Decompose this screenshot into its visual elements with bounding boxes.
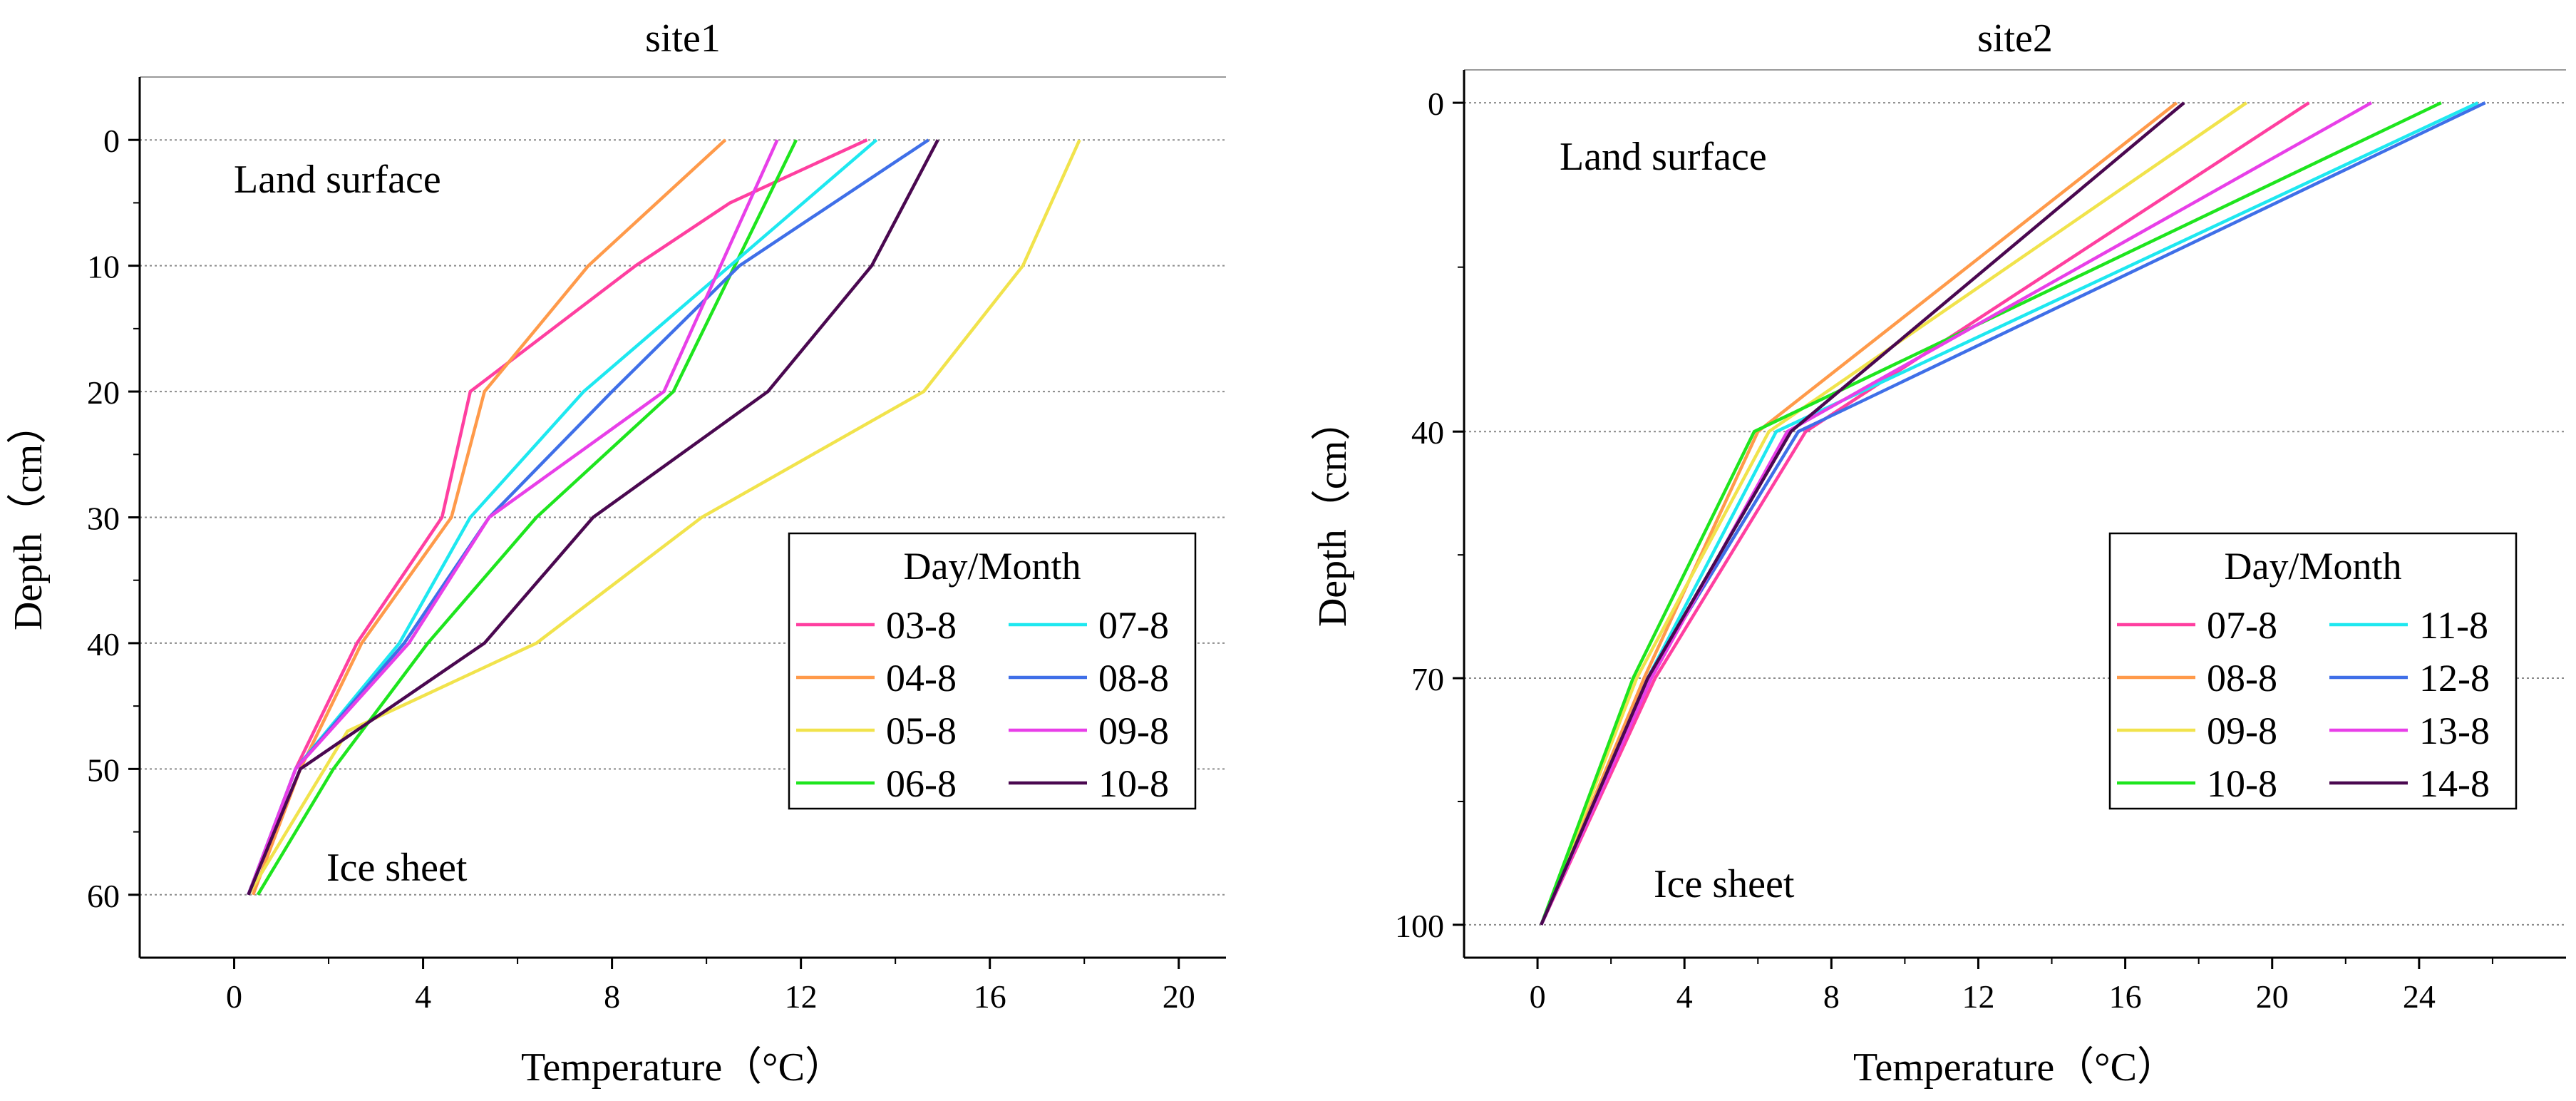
series-line-08-8 (1540, 101, 2178, 926)
series-line-09-8 (1540, 101, 2247, 926)
land-surface-annotation: Land surface (1560, 135, 1767, 179)
ice-sheet-annotation: Ice sheet (326, 846, 468, 890)
y-tick-label: 100 (1395, 908, 1444, 944)
y-tick-label: 10 (87, 249, 120, 285)
x-tick-label: 16 (974, 978, 1006, 1015)
legend-label: 07-8 (1098, 604, 1169, 647)
x-tick-label: 8 (1823, 978, 1840, 1015)
legend-label: 06-8 (886, 762, 957, 805)
series-line-07-8 (1540, 101, 2310, 926)
chart-title: site2 (1977, 16, 2053, 61)
y-axis-label: Depth（cm） (6, 404, 51, 630)
series-line-07-8 (247, 138, 878, 896)
x-tick-label: 20 (2256, 978, 2289, 1015)
legend-label: 11-8 (2419, 604, 2488, 647)
legend-label: 12-8 (2419, 657, 2490, 700)
legend-label: 13-8 (2419, 710, 2490, 752)
legend-label: 14-8 (2419, 762, 2490, 805)
series-line-05-8 (247, 139, 1081, 896)
legend-label: 09-8 (2207, 710, 2277, 752)
y-tick-label: 0 (1428, 86, 1444, 122)
series-line-10-8 (1540, 101, 2442, 926)
legend-title: Day/Month (904, 545, 1081, 588)
series-line-03-8 (247, 138, 868, 896)
legend-label: 10-8 (1098, 762, 1169, 805)
x-axis-label: Temperature（°C） (521, 1045, 845, 1090)
y-tick-label: 30 (87, 501, 120, 537)
x-tick-label: 12 (1962, 978, 1994, 1015)
series-line-06-8 (256, 139, 798, 896)
y-tick-label: 0 (103, 123, 120, 159)
legend-title: Day/Month (2225, 545, 2402, 588)
series-line-14-8 (1540, 101, 2185, 926)
x-tick-label: 0 (226, 978, 242, 1015)
x-tick-label: 16 (2109, 978, 2142, 1015)
legend-label: 03-8 (886, 604, 957, 647)
y-tick-label: 20 (87, 374, 120, 411)
legend-label: 04-8 (886, 657, 957, 700)
x-tick-label: 12 (785, 978, 818, 1015)
legend-label: 10-8 (2207, 762, 2277, 805)
y-tick-label: 60 (87, 878, 120, 914)
legend-label: 05-8 (886, 710, 957, 752)
x-tick-label: 20 (1163, 978, 1195, 1015)
legend-label: 09-8 (1098, 710, 1169, 752)
legend-label: 08-8 (2207, 657, 2277, 700)
y-tick-label: 40 (1411, 414, 1444, 451)
legend-label: 08-8 (1098, 657, 1169, 700)
y-axis-label: Depth（cm） (1311, 401, 1355, 627)
chart-site2: site2 0 40 70 100 0 4 8 12 16 20 24 Temperature（°C） D… (1311, 16, 2566, 1090)
y-tick-label: 50 (87, 752, 120, 788)
legend-box (788, 532, 1197, 810)
x-tick-label: 24 (2403, 978, 2436, 1015)
chart-title: site1 (645, 16, 721, 61)
x-tick-label: 4 (415, 978, 431, 1015)
x-tick-label: 4 (1676, 978, 1693, 1015)
ice-sheet-annotation: Ice sheet (1654, 862, 1795, 906)
land-surface-annotation: Land surface (234, 158, 441, 202)
y-tick-label: 40 (87, 626, 120, 662)
legend-label: 07-8 (2207, 604, 2277, 647)
x-axis-label: Temperature（°C） (1853, 1045, 2177, 1090)
legend-box (2108, 532, 2518, 810)
series-line-10-8 (247, 139, 939, 896)
chart-site1: site1 0 10 20 30 40 50 60 0 4 8 12 16 20 Temperature（°… (6, 16, 1226, 1090)
x-tick-label: 8 (604, 978, 620, 1015)
y-tick-label: 70 (1411, 661, 1444, 697)
series-line-09-8 (247, 139, 779, 896)
x-tick-label: 0 (1530, 978, 1546, 1015)
